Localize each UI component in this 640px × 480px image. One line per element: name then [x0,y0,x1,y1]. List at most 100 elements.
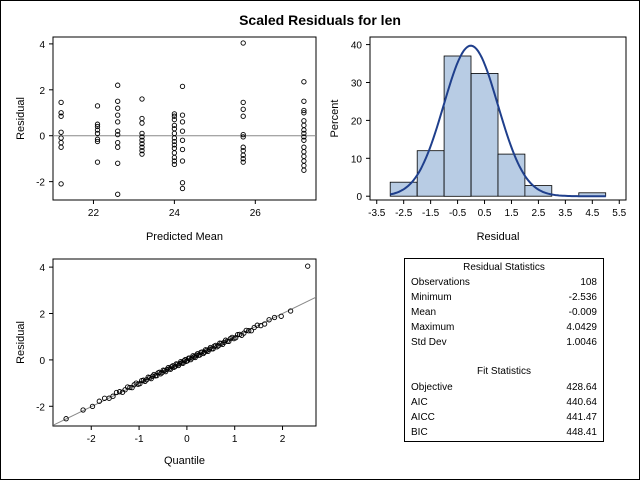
y-tick-label: -2 [36,178,45,189]
residual-point [94,130,101,137]
x-tick-label: 0 [184,434,190,445]
normal-density-curve [389,44,606,198]
residual-point [115,160,121,166]
x-tick-label: 4.5 [585,208,599,219]
figure-title: Scaled Residuals for len [239,12,401,28]
residual-point [240,131,246,138]
qq-point [96,398,102,404]
residual-point [94,127,101,133]
qq-point [158,371,164,377]
residual-point [115,131,121,138]
stats-label: Minimum [411,292,452,303]
residual-point [115,119,121,125]
stats-row-bic: BIC 448.41 [405,425,603,440]
stats-row-objective: Objective 428.64 [405,380,603,395]
y-tick-label: 4 [39,263,45,274]
histogram-bar [524,185,553,197]
qq-point [80,407,86,413]
plot-area-frame [369,36,627,201]
residual-point [240,99,246,106]
residual-point [301,98,307,104]
stats-label: AICC [411,412,435,423]
x-axis-label: Residual [477,231,520,243]
x-axis-label: Predicted Mean [146,231,223,243]
qq-point [204,347,210,354]
x-axis-label: Quantile [164,455,205,467]
stats-row-std-dev: Std Dev 1.0046 [405,335,603,350]
x-tick-label: 2 [280,434,286,445]
residual-point [171,122,178,129]
x-tick-label: -1 [135,434,144,445]
residual-point [301,162,307,169]
residual-point [139,141,145,147]
x-tick-label: -2.5 [395,208,413,219]
x-tick-label: -0.5 [449,208,467,219]
residual-point [179,112,186,118]
qq-point [193,352,200,358]
y-tick-label: 0 [39,356,45,367]
residual-point [171,150,178,156]
stats-row-aicc: AICC 441.47 [405,410,603,425]
qq-point [226,338,232,345]
residual-point [179,83,186,90]
stats-value: -0.009 [568,307,597,318]
residual-point [139,130,145,137]
residual-statistics-table: Residual Statistics Observations 108 Min… [404,258,604,442]
residual-point [171,116,178,123]
qq-point [110,393,116,399]
histogram-bar [497,153,526,197]
residual-point [179,128,186,134]
residual-point [301,137,307,143]
y-tick-label: -2 [36,402,45,413]
fit-statistics-title: Fit Statistics [477,366,531,377]
residual-point [94,136,101,142]
residual-point [139,120,145,126]
residual-point [301,158,307,164]
qq-point [181,358,187,364]
residual-point [240,144,246,150]
residual-point [179,180,186,186]
qq-point [200,350,206,357]
y-axis-label: Residual [15,321,27,364]
residual-point [139,96,145,102]
stats-label: Std Dev [411,337,447,348]
residual-point [115,82,121,88]
residual-point [179,146,186,153]
residual-point [171,158,178,164]
qq-point [156,369,163,375]
residual-point [58,129,64,135]
residual-point [301,79,307,85]
residual-point [240,40,246,46]
x-tick-label: 26 [250,208,262,219]
qq-point [161,367,168,374]
qq-point [116,389,123,395]
qq-point [305,263,311,269]
stats-label: AIC [411,397,428,408]
residual-point [58,99,64,106]
residual-point [240,113,246,119]
residual-point [301,149,307,155]
residual-point [115,128,121,134]
qq-point [271,314,278,321]
qq-point [214,344,220,350]
stats-value: 440.64 [566,397,597,408]
stats-value: 108 [580,277,597,288]
x-tick-label: 1 [232,434,238,445]
y-axis-label: Residual [15,97,27,140]
qq-point [254,322,260,328]
residual-point [115,105,121,111]
qq-point [213,342,219,349]
residual-point [115,191,121,197]
qq-point [174,361,181,367]
residual-point [58,113,64,119]
x-tick-label: 24 [169,208,181,219]
x-tick-label: 1.5 [505,208,519,219]
residual-point [301,130,307,137]
stats-label: Mean [411,307,437,318]
residual-point [301,144,307,150]
x-tick-label: -1.5 [422,208,440,219]
qq-point [261,321,268,327]
residual-point [301,110,307,116]
x-tick-label: 0.5 [478,208,492,219]
y-tick-label: 0 [39,132,45,143]
